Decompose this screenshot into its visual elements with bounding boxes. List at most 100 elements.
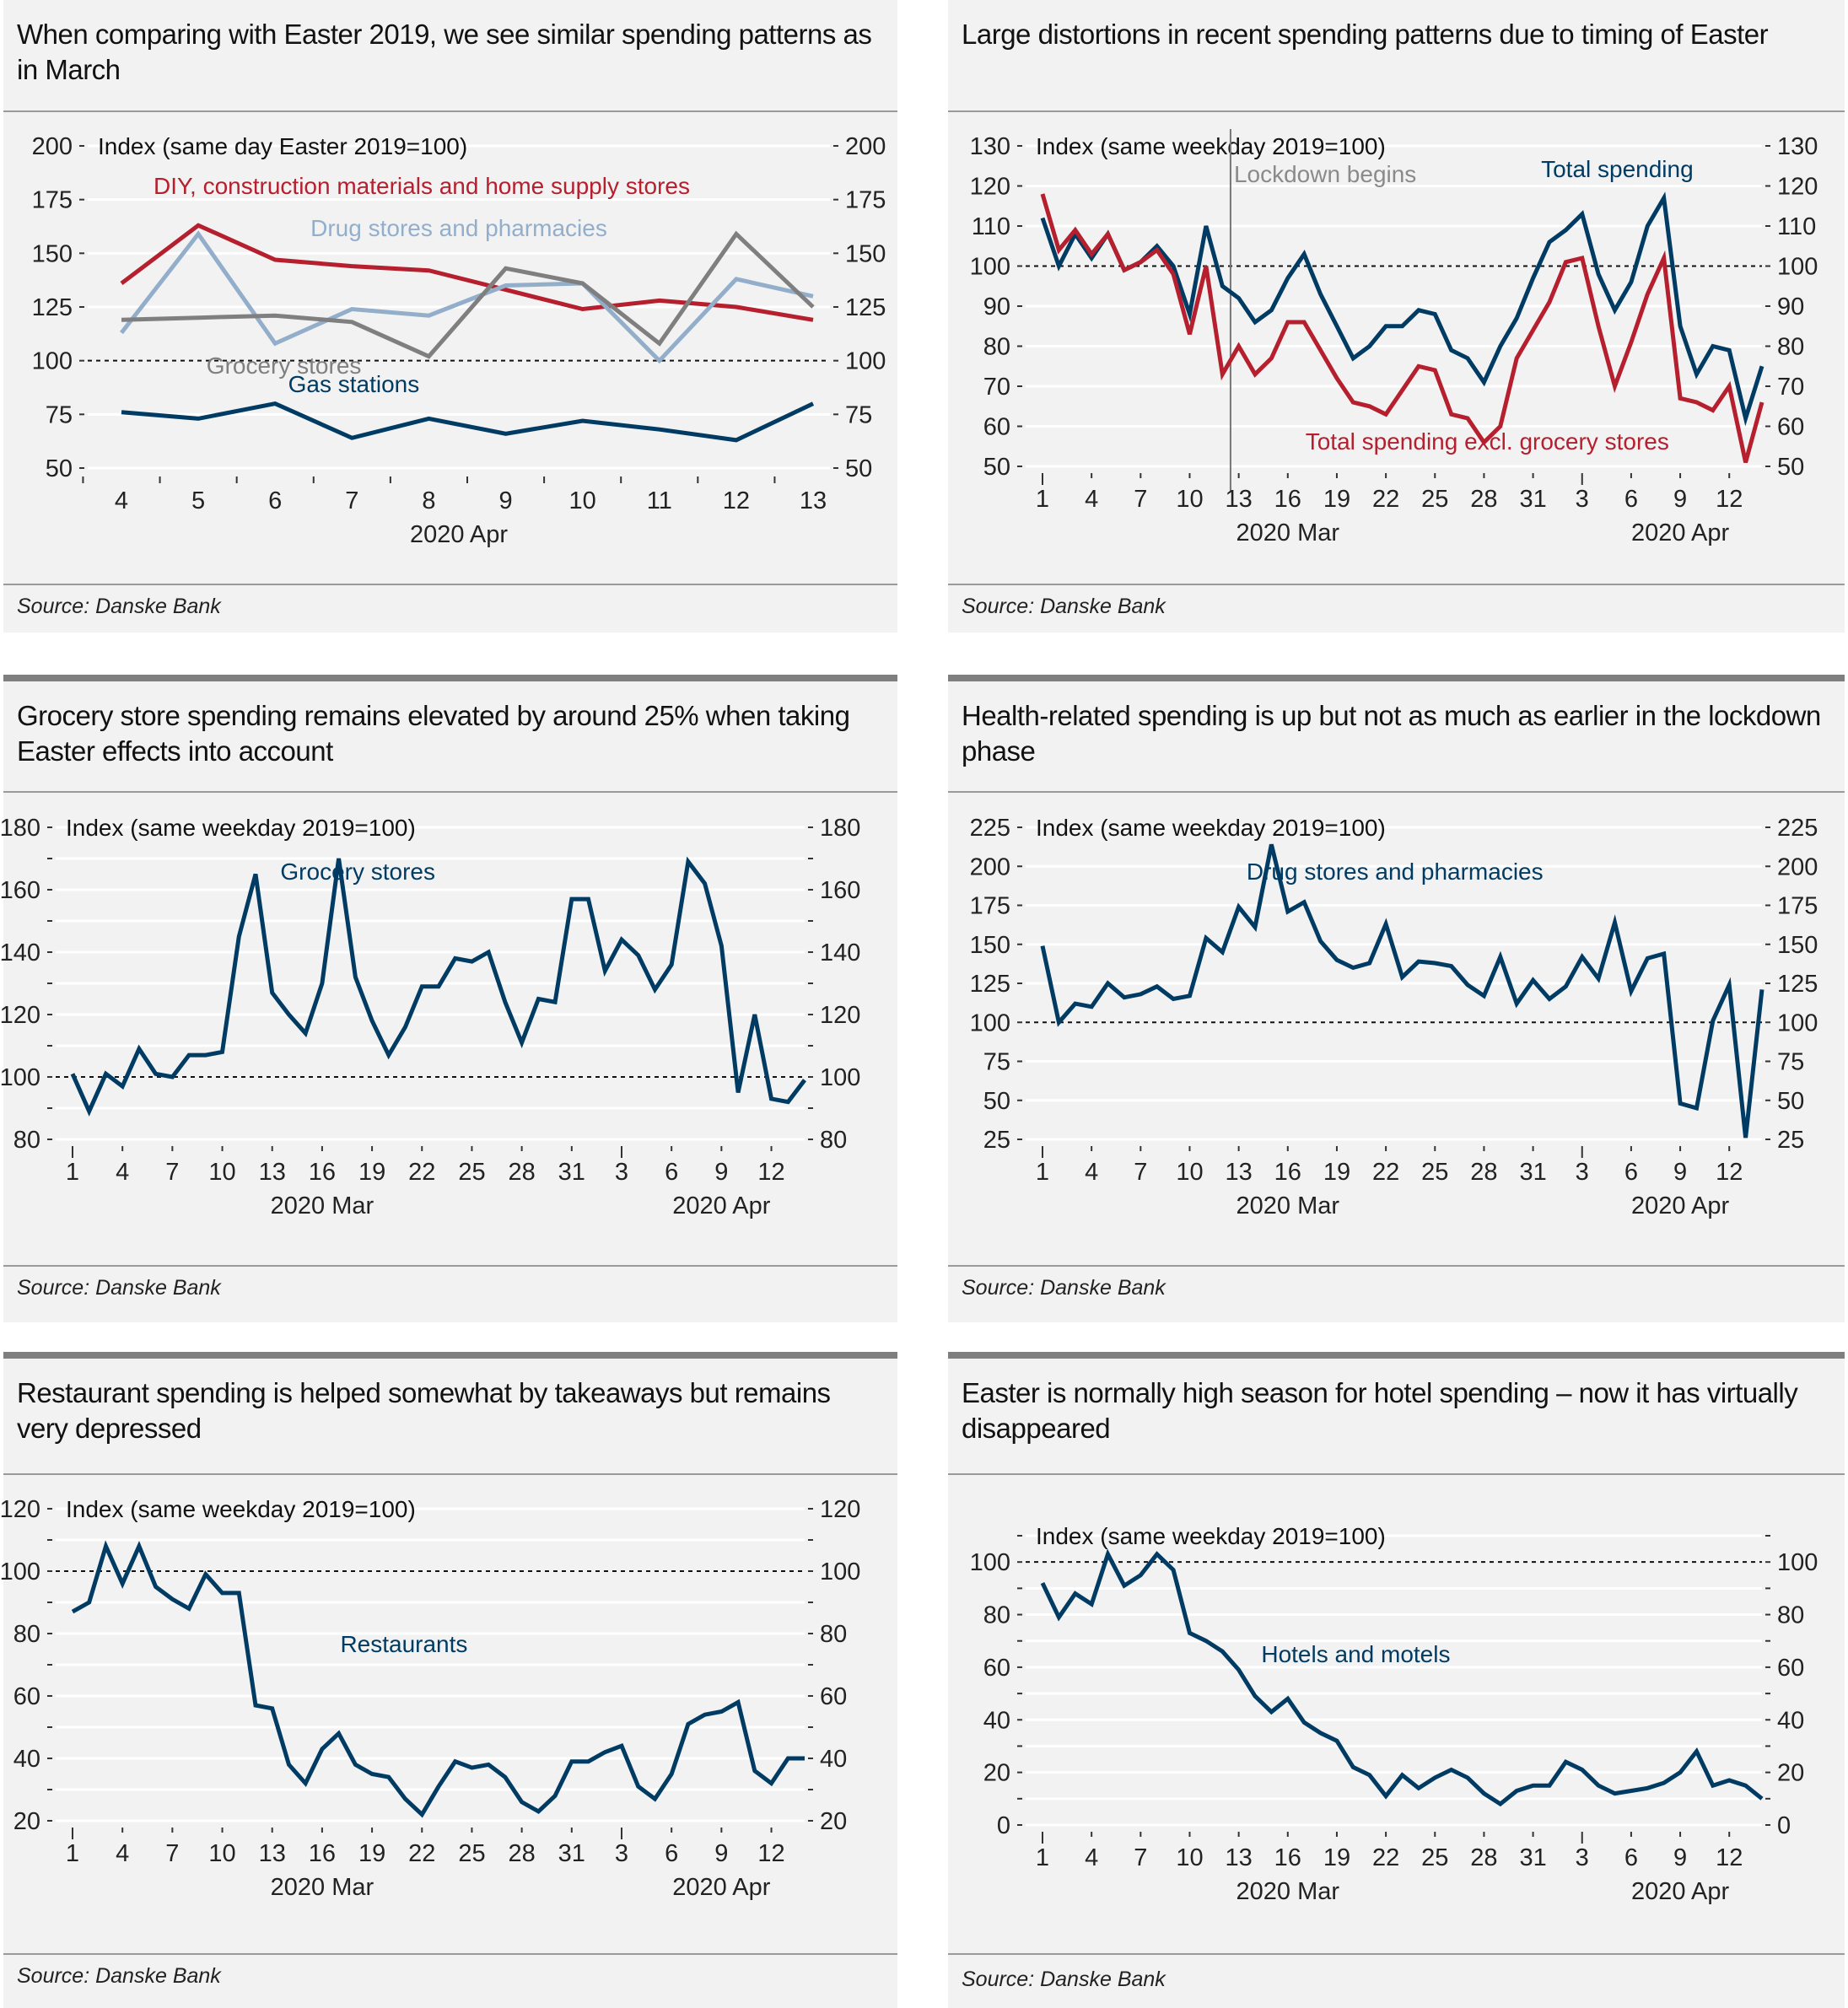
series-line-hotels-and-motels — [1043, 1554, 1762, 1804]
x-tick-label: 9 — [1673, 1844, 1687, 1871]
y-tick-label-right: 20 — [820, 1808, 847, 1835]
y-tick-label-right: 125 — [1777, 971, 1818, 998]
y-tick-label-left: 80 — [13, 1127, 40, 1154]
x-tick-label: 13 — [1226, 1159, 1253, 1186]
x-axis-group-label: 2020 Apr — [672, 1874, 770, 1901]
x-tick-label: 28 — [1470, 486, 1497, 513]
y-tick-label-left: 100 — [970, 1009, 1010, 1036]
y-tick-label-right: 150 — [845, 240, 886, 267]
divider — [3, 1473, 897, 1475]
x-tick-label: 31 — [558, 1159, 585, 1186]
x-axis-group-label: 2020 Apr — [1631, 519, 1729, 546]
series-line-gas-stations — [121, 404, 813, 440]
chart-title: When comparing with Easter 2019, we see … — [17, 17, 884, 88]
y-tick-label-right: 100 — [820, 1558, 860, 1585]
y-tick-label-right: 90 — [1777, 293, 1804, 320]
divider — [3, 584, 897, 585]
x-tick-label: 3 — [615, 1840, 628, 1867]
x-tick-label: 13 — [259, 1159, 286, 1186]
x-tick-label: 25 — [1421, 1844, 1448, 1871]
chart-panel-restaurants: Restaurant spending is helped somewhat b… — [3, 1352, 897, 2008]
y-tick-label-left: 80 — [983, 334, 1010, 361]
y-tick-label-left: 0 — [997, 1812, 1010, 1839]
y-axis-title: Index (same weekday 2019=100) — [66, 815, 416, 841]
source-note: Source: Danske Bank — [17, 595, 221, 619]
x-tick-label: 7 — [1134, 1159, 1147, 1186]
x-tick-label: 22 — [1372, 486, 1399, 513]
y-tick-label-right: 20 — [1777, 1760, 1804, 1787]
x-tick-label: 6 — [268, 487, 282, 514]
y-tick-label-left: 110 — [972, 213, 1010, 240]
y-tick-label-right: 80 — [1777, 1602, 1804, 1629]
x-tick-label: 16 — [309, 1840, 336, 1867]
y-tick-label-left: 75 — [983, 1049, 1010, 1076]
x-tick-label: 12 — [757, 1840, 784, 1867]
y-tick-label-right: 175 — [845, 187, 886, 214]
y-tick-label-right: 50 — [845, 455, 872, 482]
x-tick-label: 7 — [1134, 486, 1147, 513]
y-tick-label-left: 120 — [0, 1496, 40, 1523]
y-tick-label-right: 120 — [1777, 174, 1818, 201]
x-tick-label: 7 — [1134, 1844, 1147, 1871]
source-note: Source: Danske Bank — [962, 1276, 1166, 1300]
y-tick-label-right: 150 — [1777, 932, 1818, 959]
y-tick-label-right: 200 — [1777, 853, 1818, 880]
y-tick-label-left: 140 — [0, 939, 40, 966]
x-tick-label: 1 — [1036, 486, 1049, 513]
x-tick-label: 1 — [1036, 1159, 1049, 1186]
y-tick-label-right: 120 — [820, 1002, 860, 1029]
y-tick-label-right: 120 — [820, 1496, 860, 1523]
x-tick-label: 31 — [1519, 486, 1546, 513]
x-axis-group-label: 2020 Apr — [410, 521, 508, 548]
x-tick-label: 16 — [1274, 486, 1301, 513]
y-tick-label-left: 70 — [983, 374, 1010, 401]
y-tick-label-right: 75 — [845, 401, 872, 428]
series-label: Grocery stores — [280, 859, 435, 885]
y-tick-label-right: 175 — [1777, 893, 1818, 920]
x-axis-group-label: 2020 Apr — [1631, 1878, 1729, 1905]
y-tick-label-right: 50 — [1777, 1088, 1804, 1115]
x-tick-label: 8 — [422, 487, 435, 514]
source-note: Source: Danske Bank — [17, 1276, 221, 1300]
y-tick-label-right: 180 — [820, 815, 860, 842]
y-tick-label-left: 120 — [0, 1002, 40, 1029]
x-tick-label: 13 — [800, 487, 827, 514]
y-tick-label-left: 25 — [983, 1127, 1010, 1154]
x-tick-label: 10 — [1176, 1159, 1203, 1186]
x-tick-label: 9 — [1673, 486, 1687, 513]
x-tick-label: 4 — [1085, 486, 1098, 513]
y-tick-label-left: 90 — [983, 293, 1010, 320]
x-tick-label: 31 — [1519, 1159, 1546, 1186]
x-tick-label: 28 — [509, 1840, 536, 1867]
series-label: Gas stations — [288, 371, 420, 397]
x-tick-label: 16 — [309, 1159, 336, 1186]
y-tick-label-left: 150 — [32, 240, 73, 267]
chart-panel-health: Health-related spending is up but not as… — [948, 675, 1845, 1322]
x-tick-label: 25 — [458, 1840, 485, 1867]
x-tick-label: 6 — [665, 1159, 678, 1186]
x-tick-label: 10 — [208, 1159, 235, 1186]
y-tick-label-right: 130 — [1777, 133, 1818, 160]
y-tick-label-right: 40 — [1777, 1707, 1804, 1734]
x-tick-label: 4 — [115, 487, 128, 514]
chart-title: Grocery store spending remains elevated … — [17, 698, 884, 769]
x-tick-label: 4 — [1085, 1159, 1098, 1186]
y-axis-title: Index (same day Easter 2019=100) — [98, 133, 467, 159]
x-tick-label: 10 — [1176, 1844, 1203, 1871]
y-tick-label-right: 225 — [1777, 815, 1818, 842]
x-tick-label: 9 — [498, 487, 512, 514]
chart-panel-total-spending: Large distortions in recent spending pat… — [948, 0, 1845, 633]
y-tick-label-right: 100 — [845, 348, 886, 375]
series-label: Hotels and motels — [1261, 1641, 1450, 1667]
y-tick-label-left: 40 — [983, 1707, 1010, 1734]
x-tick-label: 31 — [558, 1840, 585, 1867]
x-axis-group-label: 2020 Mar — [271, 1874, 374, 1901]
y-tick-label-left: 20 — [983, 1760, 1010, 1787]
y-tick-label-left: 200 — [970, 853, 1010, 880]
y-tick-label-right: 60 — [820, 1683, 847, 1710]
y-tick-label-left: 60 — [983, 414, 1010, 441]
x-tick-label: 13 — [1226, 1844, 1253, 1871]
x-tick-label: 12 — [723, 487, 750, 514]
y-tick-label-left: 180 — [0, 815, 40, 842]
